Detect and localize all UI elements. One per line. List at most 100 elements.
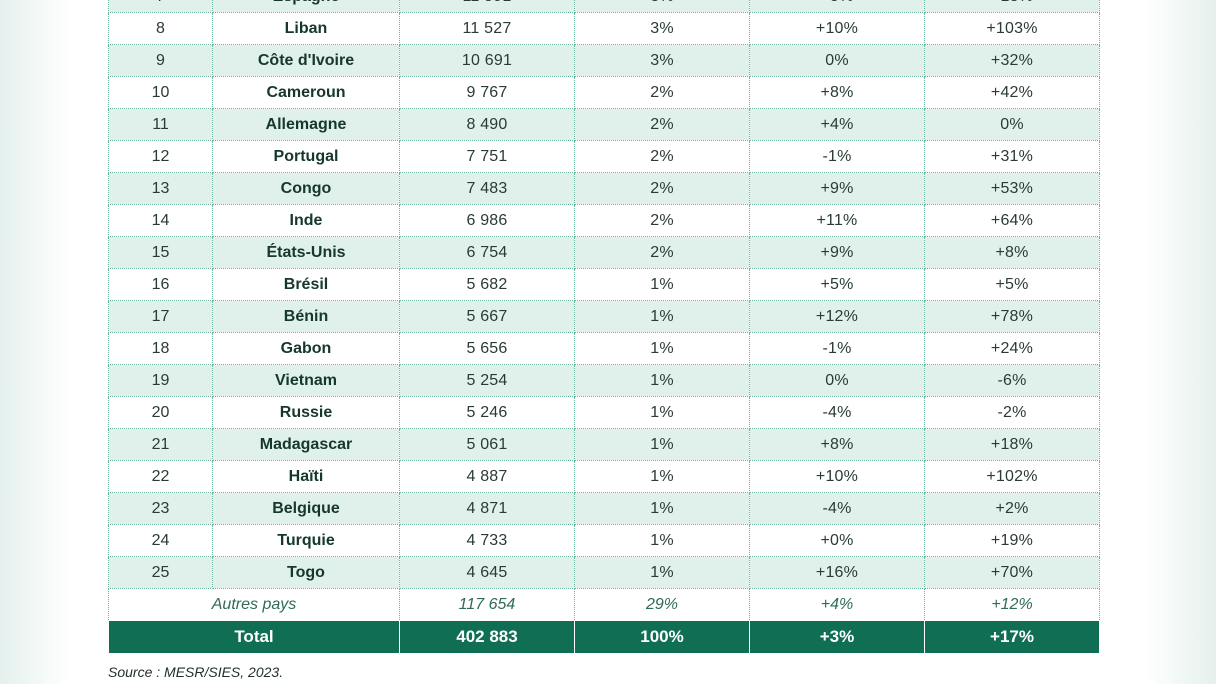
table-row: 9 Côte d'Ivoire 10 691 3% 0% +32% xyxy=(108,44,1100,77)
share-cell: 2% xyxy=(574,236,750,269)
table-row: 15 États-Unis 6 754 2% +9% +8% xyxy=(108,236,1100,269)
total-var1-cell: +3% xyxy=(749,620,925,654)
count-cell: 5 254 xyxy=(399,364,575,397)
var1-cell: +10% xyxy=(749,460,925,493)
table-row: 10 Cameroun 9 767 2% +8% +42% xyxy=(108,76,1100,109)
country-cell: Madagascar xyxy=(212,428,400,461)
country-cell: Russie xyxy=(212,396,400,429)
country-cell: Congo xyxy=(212,172,400,205)
var1-cell: +9% xyxy=(749,236,925,269)
country-cell: États-Unis xyxy=(212,236,400,269)
var1-cell: +5% xyxy=(749,268,925,301)
var5-cell: +70% xyxy=(924,556,1100,589)
rank-cell: 24 xyxy=(108,524,213,557)
table-row: 17 Bénin 5 667 1% +12% +78% xyxy=(108,300,1100,333)
other-count-cell: 117 654 xyxy=(399,588,575,621)
count-cell: 5 246 xyxy=(399,396,575,429)
share-cell: 1% xyxy=(574,556,750,589)
var5-cell: 0% xyxy=(924,108,1100,141)
var5-cell: +19% xyxy=(924,524,1100,557)
share-cell: 3% xyxy=(574,0,750,13)
country-cell: Haïti xyxy=(212,460,400,493)
source-note: Source : MESR/SIES, 2023. xyxy=(108,664,284,680)
var5-cell: +64% xyxy=(924,204,1100,237)
var5-cell: +5% xyxy=(924,268,1100,301)
country-cell: Bénin xyxy=(212,300,400,333)
share-cell: 1% xyxy=(574,492,750,525)
var1-cell: -1% xyxy=(749,332,925,365)
var1-cell: +5% xyxy=(749,0,925,13)
country-cell: Togo xyxy=(212,556,400,589)
rank-cell: 23 xyxy=(108,492,213,525)
var1-cell: 0% xyxy=(749,364,925,397)
share-cell: 2% xyxy=(574,172,750,205)
count-cell: 4 733 xyxy=(399,524,575,557)
var1-cell: +8% xyxy=(749,76,925,109)
table-row: 12 Portugal 7 751 2% -1% +31% xyxy=(108,140,1100,173)
rank-cell: 19 xyxy=(108,364,213,397)
count-cell: 5 682 xyxy=(399,268,575,301)
table-row: 18 Gabon 5 656 1% -1% +24% xyxy=(108,332,1100,365)
share-cell: 3% xyxy=(574,12,750,45)
other-countries-label: Autres pays xyxy=(108,588,400,621)
count-cell: 7 483 xyxy=(399,172,575,205)
count-cell: 5 061 xyxy=(399,428,575,461)
count-cell: 6 986 xyxy=(399,204,575,237)
var5-cell: +32% xyxy=(924,44,1100,77)
rank-cell: 10 xyxy=(108,76,213,109)
table-row: 14 Inde 6 986 2% +11% +64% xyxy=(108,204,1100,237)
rank-cell: 21 xyxy=(108,428,213,461)
share-cell: 1% xyxy=(574,268,750,301)
rank-cell: 22 xyxy=(108,460,213,493)
count-cell: 6 754 xyxy=(399,236,575,269)
var1-cell: +4% xyxy=(749,108,925,141)
table-row: 23 Belgique 4 871 1% -4% +2% xyxy=(108,492,1100,525)
share-cell: 1% xyxy=(574,364,750,397)
table-row: 19 Vietnam 5 254 1% 0% -6% xyxy=(108,364,1100,397)
count-cell: 5 656 xyxy=(399,332,575,365)
total-var5-cell: +17% xyxy=(924,620,1100,654)
table-row: 8 Liban 11 527 3% +10% +103% xyxy=(108,12,1100,45)
rank-cell: 16 xyxy=(108,268,213,301)
share-cell: 2% xyxy=(574,204,750,237)
share-cell: 3% xyxy=(574,44,750,77)
var1-cell: +16% xyxy=(749,556,925,589)
rank-cell: 8 xyxy=(108,12,213,45)
rank-cell: 9 xyxy=(108,44,213,77)
table-row: 13 Congo 7 483 2% +9% +53% xyxy=(108,172,1100,205)
var1-cell: -1% xyxy=(749,140,925,173)
table-row: 16 Brésil 5 682 1% +5% +5% xyxy=(108,268,1100,301)
var1-cell: +9% xyxy=(749,172,925,205)
share-cell: 1% xyxy=(574,300,750,333)
var5-cell: +24% xyxy=(924,332,1100,365)
share-cell: 1% xyxy=(574,396,750,429)
count-cell: 11 527 xyxy=(399,12,575,45)
rank-cell: 20 xyxy=(108,396,213,429)
rank-cell: 7 xyxy=(108,0,213,13)
var1-cell: 0% xyxy=(749,44,925,77)
var5-cell: +8% xyxy=(924,236,1100,269)
total-share-cell: 100% xyxy=(574,620,750,654)
table-row: 24 Turquie 4 733 1% +0% +19% xyxy=(108,524,1100,557)
total-count-cell: 402 883 xyxy=(399,620,575,654)
rank-cell: 12 xyxy=(108,140,213,173)
var5-cell: +31% xyxy=(924,140,1100,173)
country-cell: Turquie xyxy=(212,524,400,557)
count-cell: 4 645 xyxy=(399,556,575,589)
country-cell: Cameroun xyxy=(212,76,400,109)
var5-cell: -6% xyxy=(924,364,1100,397)
var5-cell: +2% xyxy=(924,492,1100,525)
var5-cell: +42% xyxy=(924,76,1100,109)
table-row: 22 Haïti 4 887 1% +10% +102% xyxy=(108,460,1100,493)
var5-cell: +13% xyxy=(924,0,1100,13)
var5-cell: +102% xyxy=(924,460,1100,493)
count-cell: 4 887 xyxy=(399,460,575,493)
table-row: 11 Allemagne 8 490 2% +4% 0% xyxy=(108,108,1100,141)
var1-cell: +10% xyxy=(749,12,925,45)
rank-cell: 14 xyxy=(108,204,213,237)
count-cell: 8 490 xyxy=(399,108,575,141)
rank-cell: 18 xyxy=(108,332,213,365)
